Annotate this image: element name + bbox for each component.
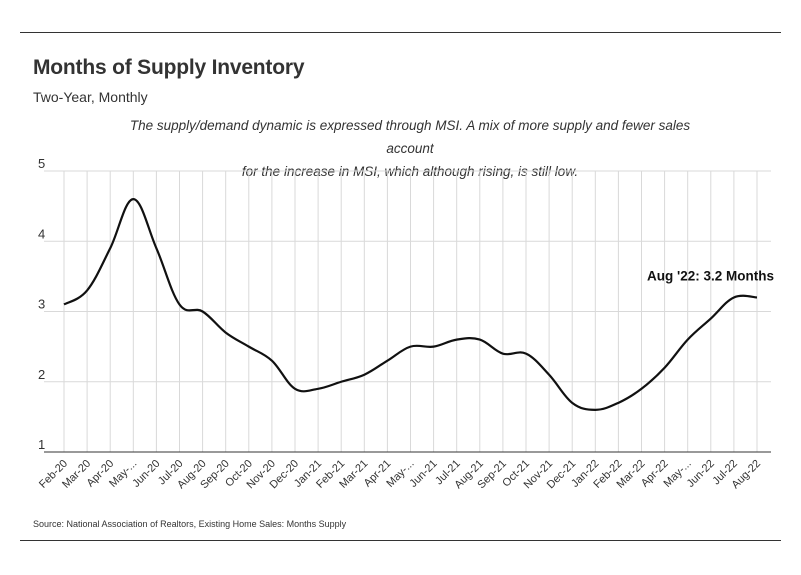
chart-note-line-1: The supply/demand dynamic is expressed t…: [129, 118, 691, 156]
x-axis-ticks: Feb-20Mar-20Apr-20May-...Jun-20Jul-20Aug…: [37, 458, 763, 492]
series-line: [63, 198, 758, 411]
y-tick-label: 1: [38, 437, 45, 452]
chart-subtitle: Two-Year, Monthly: [33, 89, 148, 105]
annotation-label: Aug '22: 3.2 Months: [647, 268, 774, 283]
chart-annotation: Aug '22: 3.2 Months: [647, 268, 774, 283]
chart-series: [63, 198, 758, 411]
chart-note: The supply/demand dynamic is expressed t…: [110, 114, 710, 183]
bottom-rule: [20, 540, 781, 541]
top-rule: [20, 32, 781, 33]
chart-grid: [44, 170, 771, 453]
y-tick-label: 5: [38, 156, 45, 171]
y-axis-ticks: 1 2 3 4 5: [38, 156, 45, 452]
y-tick-label: 2: [38, 367, 45, 382]
y-tick-label: 4: [38, 226, 45, 241]
y-tick-label: 3: [38, 297, 45, 312]
chart-title: Months of Supply Inventory: [33, 56, 305, 79]
source-note: Source: National Association of Realtors…: [33, 519, 347, 529]
